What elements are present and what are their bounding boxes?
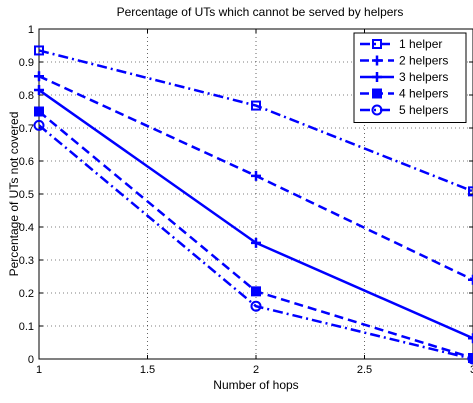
legend-marker (372, 55, 382, 66)
x-axis-label: Number of hops (213, 378, 298, 392)
data-point (251, 286, 261, 297)
legend-label: 3 helpers (399, 70, 448, 84)
legend: 1 helper 2 helpers 3 helpers 4 helpers 5 hel… (353, 32, 467, 123)
data-point (468, 333, 473, 344)
data-point (251, 237, 261, 248)
y-tick-label: 0.8 (19, 90, 34, 102)
grid (38, 28, 473, 360)
y-tick-label: 0.7 (19, 123, 34, 135)
y-tick-label: 1 (28, 24, 34, 36)
legend-label: 2 helpers (399, 54, 448, 68)
data-point (34, 45, 44, 56)
series-5 (33, 119, 473, 365)
legend-label: 5 helpers (399, 103, 448, 117)
legend-entry: 1 helper (360, 37, 442, 51)
legend-marker (372, 72, 382, 82)
legend-entry: 3 helpers (360, 70, 448, 84)
y-tick-label: 0.2 (19, 288, 34, 300)
y-tick-label: 0.4 (19, 222, 34, 234)
y-tick-label: 0.3 (19, 255, 34, 267)
x-tick-label: 1 (36, 364, 42, 376)
x-tick-label: 2 (253, 364, 259, 376)
data-point (251, 100, 261, 111)
data-point (468, 186, 473, 197)
series-2 (34, 71, 473, 285)
legend-marker (371, 104, 383, 116)
series-line (38, 49, 473, 193)
y-tick-label: 0.1 (19, 321, 34, 333)
series-3 (34, 85, 473, 344)
axes-ticks: 1 1.5 2 2.5 3 0 0.1 0.2 0.3 0.4 0.5 0.6 0.7 0.8 0.9 1 (19, 24, 473, 376)
y-axis-label: Percentage of UTs not covered (7, 112, 21, 277)
data-point (250, 300, 262, 312)
y-tick-label: 0 (28, 354, 34, 366)
data-point (468, 274, 473, 285)
x-tick-label: 2.5 (357, 364, 372, 376)
series-4 (34, 106, 473, 364)
data-point (34, 106, 44, 117)
y-tick-label: 0.5 (19, 189, 34, 201)
legend-marker (372, 88, 382, 99)
series-1 (34, 45, 473, 197)
x-tick-label: 3 (470, 364, 473, 376)
data-point (33, 119, 45, 131)
data-point (34, 85, 44, 96)
legend-entry: 4 helpers (360, 87, 448, 101)
data-point (251, 170, 261, 181)
legend-entry: 5 helpers (360, 103, 448, 117)
y-tick-label: 0.9 (19, 57, 34, 69)
y-tick-label: 0.6 (19, 156, 34, 168)
data-point (34, 71, 44, 82)
series-group (33, 45, 473, 365)
legend-entry: 2 helpers (360, 54, 448, 68)
x-tick-label: 1.5 (140, 364, 155, 376)
legend-label: 4 helpers (399, 87, 448, 101)
legend-marker (372, 39, 382, 49)
legend-label: 1 helper (399, 37, 442, 51)
series-line (38, 124, 473, 361)
chart-title: Percentage of UTs which cannot be served… (117, 5, 404, 19)
data-point (467, 353, 473, 365)
